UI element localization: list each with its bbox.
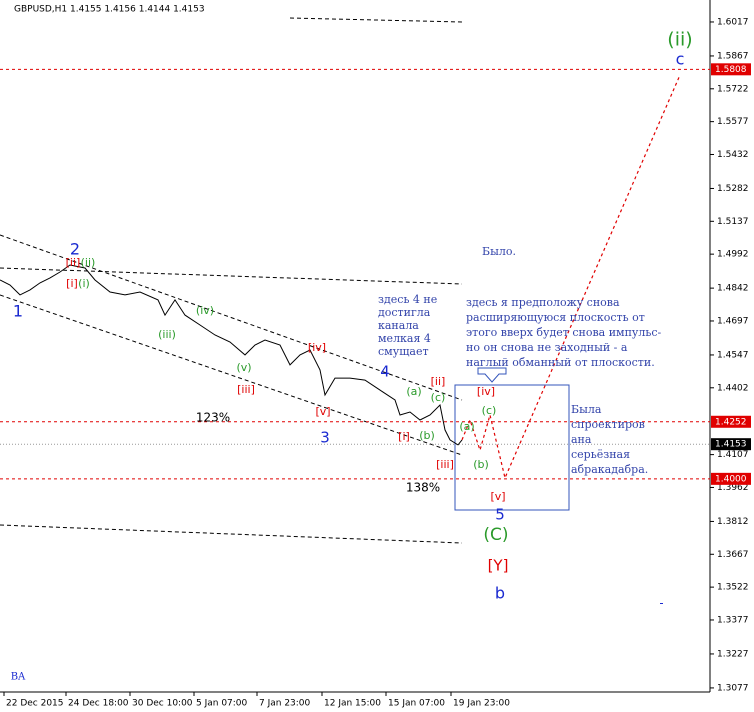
y-tick-label: 1.3667	[717, 550, 749, 560]
projection-box	[454, 384, 570, 511]
y-tick-label: 1.3522	[717, 583, 749, 593]
wave-label: (C)	[483, 525, 508, 545]
note-text: Была	[571, 403, 602, 416]
wave-label: (i)	[78, 277, 90, 290]
wave-label: 4	[380, 363, 390, 381]
x-tick-label: 15 Jan 07:00	[388, 699, 445, 709]
level-label: 1.4000	[715, 474, 747, 484]
wave-label: [ii]	[431, 375, 446, 388]
y-tick-label: 1.5432	[717, 150, 749, 160]
note-text: этого вверх будет снова импульс-	[466, 326, 662, 339]
level-label-bg	[711, 472, 751, 485]
wave-label: [ii]	[66, 256, 81, 269]
y-tick-label: 1.3962	[717, 483, 749, 493]
wave-label: 138%	[406, 481, 440, 495]
y-tick-label: 1.4107	[717, 450, 749, 460]
wave-label: (b)	[473, 458, 489, 471]
arrow	[477, 367, 507, 383]
chart-title: GBPUSD,H1 1.4155 1.4156 1.4144 1.4153	[14, 5, 205, 15]
wave-label: c	[676, 50, 685, 69]
wave-label: [iv]	[308, 341, 326, 354]
channel-lines	[0, 17, 463, 544]
level-label-bg	[711, 63, 751, 76]
wave-label: 1	[13, 302, 23, 321]
wave-label: [i]	[66, 277, 78, 290]
note-text: ана	[571, 433, 592, 446]
y-tick-label: 1.6017	[717, 17, 749, 27]
wave-label: [v]	[490, 490, 505, 503]
level-label-bg	[711, 438, 751, 451]
y-tick-label: 1.3077	[717, 683, 749, 693]
wave-label: (ii)	[81, 256, 96, 269]
marker	[660, 603, 663, 604]
wave-label: [iv]	[477, 385, 495, 398]
note-text: достигла	[378, 306, 431, 319]
wave-label: 123%	[196, 411, 230, 425]
level-label: 1.4252	[715, 417, 747, 427]
note-text: здесь 4 не	[378, 293, 437, 306]
wave-label: (v)	[236, 361, 251, 374]
y-tick-label: 1.5282	[717, 184, 749, 194]
note-text: расширяющуюся плоскость от	[466, 311, 645, 324]
wave-label: BA	[11, 672, 26, 683]
level-label-bg	[711, 415, 751, 428]
wave-label: [iii]	[237, 383, 255, 396]
y-tick-label: 1.4697	[717, 316, 749, 326]
wave-label: 5	[495, 506, 505, 524]
wave-label: [i]	[398, 430, 410, 443]
wave-label: (b)	[419, 429, 435, 442]
wave-label: [v]	[315, 405, 330, 418]
x-tick-label: 19 Jan 23:00	[453, 699, 510, 709]
wave-label: [iii]	[436, 458, 454, 471]
note-text: канала	[378, 319, 419, 332]
y-tick-label: 1.5722	[717, 84, 749, 94]
note-text: мелкая 4	[378, 332, 431, 345]
note-text: здесь я предположу снова	[466, 296, 620, 309]
level-label: 1.4153	[715, 440, 747, 450]
wave-label: (iv)	[196, 304, 214, 317]
x-tick-label: 5 Jan 07:00	[196, 699, 248, 709]
level-label: 1.5808	[715, 65, 747, 75]
note-text: серьёзная	[571, 448, 630, 461]
wave-label: 3	[320, 429, 330, 447]
price-line	[0, 264, 463, 446]
y-tick-label: 1.3227	[717, 649, 749, 659]
y-tick-label: 1.4842	[717, 284, 749, 294]
wave-label: 2	[70, 240, 80, 259]
note-text: но он снова не заходный - а	[466, 341, 628, 354]
wave-label: b	[495, 584, 505, 603]
wave-label: (a)	[459, 420, 474, 433]
y-tick-label: 1.5577	[717, 117, 749, 127]
wave-label: Было.	[482, 245, 516, 258]
x-tick-label: 12 Jan 15:00	[324, 699, 381, 709]
x-tick-label: 24 Dec 18:00	[68, 699, 129, 709]
wave-label: [Y]	[488, 557, 509, 575]
y-tick-label: 1.4992	[717, 250, 749, 260]
wave-label: (iii)	[158, 328, 176, 341]
y-tick-label: 1.3812	[717, 517, 749, 527]
y-tick-label: 1.5137	[717, 217, 749, 227]
y-tick-label: 1.4402	[717, 383, 749, 393]
wave-label: (c)	[482, 404, 497, 417]
x-tick-label: 30 Dec 10:00	[132, 699, 193, 709]
note-text: спроектиров	[571, 418, 645, 431]
note-text: смущает	[378, 345, 429, 358]
y-tick-label: 1.5867	[717, 51, 749, 61]
x-tick-label: 7 Jan 23:00	[259, 699, 311, 709]
note-text: наглый обманный от плоскости.	[466, 356, 655, 369]
y-tick-label: 1.3377	[717, 615, 749, 625]
wave-label: (ii)	[667, 29, 692, 51]
wave-label: (a)	[406, 385, 421, 398]
x-tick-label: 22 Dec 2015	[6, 699, 64, 709]
note-text: абракадабра.	[571, 463, 648, 476]
wave-label: (c)	[431, 391, 446, 404]
y-tick-label: 1.4547	[717, 350, 749, 360]
